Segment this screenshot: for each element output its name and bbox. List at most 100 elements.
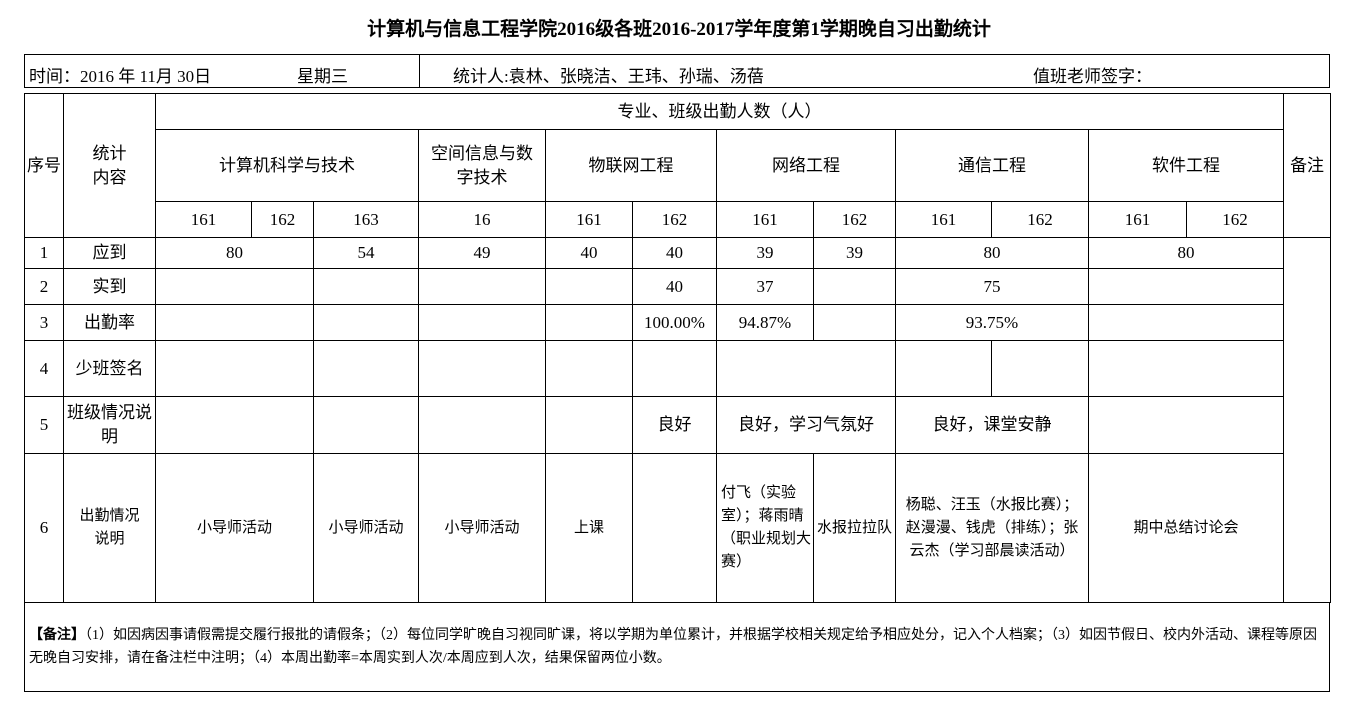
cell[interactable] bbox=[418, 304, 546, 341]
cell[interactable] bbox=[545, 396, 633, 454]
major: 空间信息与数字技术 bbox=[418, 129, 546, 202]
table-row: 5 班级情况说明 良好 良好，学习气氛好 良好，课堂安静 bbox=[24, 396, 1331, 454]
row-label: 少班签名 bbox=[63, 340, 156, 397]
cell[interactable] bbox=[545, 304, 633, 341]
cell[interactable] bbox=[418, 396, 546, 454]
row-label: 出勤率 bbox=[63, 304, 156, 341]
cell[interactable] bbox=[813, 304, 896, 341]
row-no: 4 bbox=[24, 340, 64, 397]
cell[interactable] bbox=[313, 304, 419, 341]
cell[interactable]: 小导师活动 bbox=[155, 453, 314, 603]
cell[interactable]: 80 bbox=[155, 237, 314, 269]
row-no: 3 bbox=[24, 304, 64, 341]
cell[interactable] bbox=[313, 396, 419, 454]
table-row: 4 少班签名 bbox=[24, 340, 1331, 397]
header-group: 专业、班级出勤人数（人） bbox=[154, 93, 1285, 130]
cell[interactable] bbox=[1087, 268, 1285, 305]
cell[interactable]: 49 bbox=[418, 237, 546, 269]
cell[interactable]: 100.00% bbox=[632, 304, 717, 341]
cell[interactable]: 水报拉拉队 bbox=[813, 453, 896, 603]
weekday: 星期三 bbox=[297, 67, 348, 86]
cell[interactable] bbox=[991, 340, 1089, 397]
major: 通信工程 bbox=[895, 129, 1089, 202]
class: 161 bbox=[716, 201, 814, 238]
major: 计算机科学与技术 bbox=[155, 129, 419, 202]
remark-cell[interactable] bbox=[1283, 237, 1332, 603]
class: 161 bbox=[1088, 201, 1187, 238]
cell[interactable]: 良好 bbox=[632, 396, 717, 454]
cell[interactable]: 付飞（实验室）；蒋雨晴（职业规划大赛） bbox=[716, 453, 814, 603]
cell[interactable]: 40 bbox=[545, 237, 633, 269]
cell[interactable]: 小导师活动 bbox=[313, 453, 419, 603]
table-row: 6 出勤情况说明 小导师活动 小导师活动 小导师活动 上课 付飞（实验室）；蒋雨… bbox=[24, 453, 1331, 603]
cell[interactable] bbox=[813, 268, 896, 305]
cell[interactable] bbox=[716, 340, 896, 397]
table-row: 2 实到 40 37 75 bbox=[24, 268, 1331, 305]
cell[interactable]: 93.75% bbox=[895, 304, 1089, 341]
row-no: 5 bbox=[24, 396, 64, 454]
page-title: 计算机与信息工程学院2016级各班2016-2017学年度第1学期晚自习出勤统计 bbox=[367, 19, 991, 40]
header-remark: 备注 bbox=[1283, 93, 1332, 238]
cell[interactable] bbox=[418, 268, 546, 305]
row-no: 2 bbox=[24, 268, 64, 305]
cell[interactable]: 40 bbox=[632, 268, 717, 305]
cell[interactable]: 39 bbox=[813, 237, 896, 269]
info-row: 时间：2016 年 11月 30日 星期三 统计人:袁林、张晓洁、王玮、孙瑞、汤… bbox=[24, 54, 1330, 88]
class: 161 bbox=[545, 201, 633, 238]
footnote: 【备注】（1）如因病因事请假需提交履行报批的请假条；（2）每位同学旷晚自习视同旷… bbox=[24, 602, 1330, 692]
row-label: 出勤情况说明 bbox=[63, 453, 156, 603]
class: 161 bbox=[155, 201, 252, 238]
cell[interactable] bbox=[155, 268, 314, 305]
row-no: 6 bbox=[24, 453, 64, 603]
table-row: 3 出勤率 100.00% 94.87% 93.75% bbox=[24, 304, 1331, 341]
cell[interactable] bbox=[418, 340, 546, 397]
cell[interactable]: 良好，课堂安静 bbox=[895, 396, 1089, 454]
cell[interactable]: 39 bbox=[716, 237, 814, 269]
cell[interactable] bbox=[545, 340, 633, 397]
class: 161 bbox=[895, 201, 992, 238]
row-label: 实到 bbox=[63, 268, 156, 305]
cell[interactable] bbox=[1087, 340, 1285, 397]
row-no: 1 bbox=[24, 237, 64, 269]
note-label: 【备注】 bbox=[29, 628, 85, 643]
cell[interactable]: 80 bbox=[895, 237, 1089, 269]
major: 软件工程 bbox=[1087, 129, 1285, 202]
cell[interactable]: 杨聪、汪玉（水报比赛）；赵漫漫、钱虎（排练）；张云杰（学习部晨读活动） bbox=[895, 453, 1089, 603]
cell[interactable]: 期中总结讨论会 bbox=[1087, 453, 1285, 603]
cell[interactable] bbox=[1087, 304, 1285, 341]
attendance-table: 序号 统计内容 专业、班级出勤人数（人） 备注 计算机科学与技术 空间信息与数字… bbox=[24, 93, 1332, 603]
note-text: （1）如因病因事请假需提交履行报批的请假条；（2）每位同学旷晚自习视同旷课，将以… bbox=[29, 628, 1317, 666]
cell[interactable] bbox=[313, 340, 419, 397]
cell[interactable] bbox=[313, 268, 419, 305]
class: 162 bbox=[991, 201, 1089, 238]
cell[interactable]: 37 bbox=[716, 268, 814, 305]
major: 网络工程 bbox=[716, 129, 896, 202]
class: 162 bbox=[632, 201, 717, 238]
table-row: 1 应到 80 54 49 40 40 39 39 80 80 bbox=[24, 237, 1332, 603]
class: 16 bbox=[418, 201, 546, 238]
cell[interactable] bbox=[632, 340, 717, 397]
date: 时间：2016 年 11月 30日 bbox=[29, 67, 212, 86]
cell[interactable] bbox=[155, 340, 314, 397]
cell[interactable] bbox=[545, 268, 633, 305]
cell[interactable]: 54 bbox=[313, 237, 419, 269]
cell[interactable] bbox=[155, 396, 314, 454]
cell[interactable] bbox=[895, 340, 992, 397]
class: 162 bbox=[1185, 201, 1285, 238]
cell[interactable]: 小导师活动 bbox=[418, 453, 546, 603]
row-label: 班级情况说明 bbox=[63, 396, 156, 454]
cell[interactable]: 上课 bbox=[545, 453, 633, 603]
cell[interactable] bbox=[155, 304, 314, 341]
cell[interactable] bbox=[632, 453, 717, 603]
teacher-sign: 值班老师签字： bbox=[1033, 67, 1152, 86]
counters: 统计人:袁林、张晓洁、王玮、孙瑞、汤蓓 bbox=[453, 67, 764, 86]
class: 163 bbox=[313, 201, 419, 238]
cell[interactable]: 75 bbox=[895, 268, 1089, 305]
cell[interactable]: 80 bbox=[1087, 237, 1285, 269]
cell[interactable] bbox=[1087, 396, 1285, 454]
major: 物联网工程 bbox=[545, 129, 717, 202]
header-seq: 序号 bbox=[24, 93, 64, 238]
cell[interactable]: 94.87% bbox=[716, 304, 814, 341]
cell[interactable]: 40 bbox=[632, 237, 717, 269]
cell[interactable]: 良好，学习气氛好 bbox=[716, 396, 896, 454]
